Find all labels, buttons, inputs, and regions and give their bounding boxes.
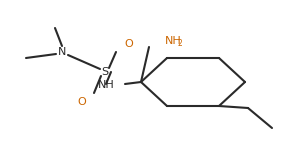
Text: O: O [77, 97, 86, 107]
Text: N: N [58, 47, 66, 57]
Text: NH: NH [98, 80, 115, 90]
Text: 2: 2 [178, 39, 183, 49]
Text: O: O [124, 39, 133, 49]
Text: S: S [102, 67, 109, 77]
Text: NH: NH [165, 36, 182, 46]
